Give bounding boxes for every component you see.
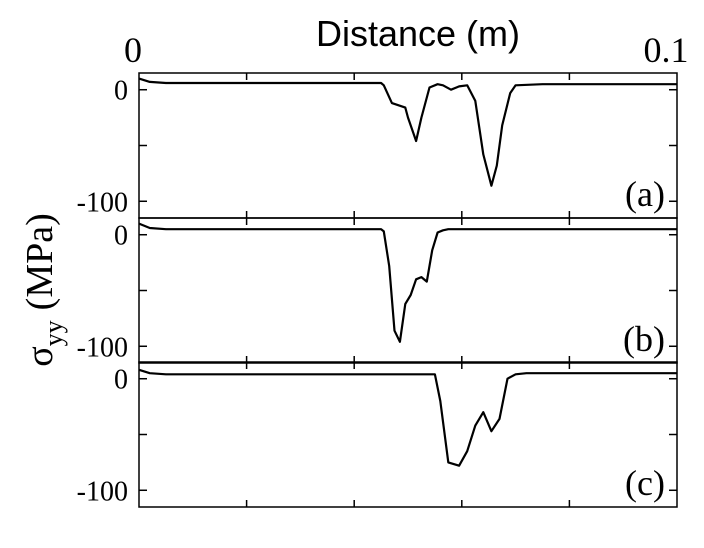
- panel-a-y-ticks: [139, 88, 677, 203]
- panel-c-y-tick-label-minus100: -100: [77, 476, 128, 507]
- y-axis-unit: (MPa): [19, 213, 61, 310]
- y-axis-symbol: σ: [19, 346, 61, 366]
- panel-c-frame: [138, 361, 678, 508]
- x-axis-title: Distance (m): [316, 13, 520, 54]
- panel-a-y-tick-label-0: 0: [114, 76, 128, 107]
- svg-text:σyy(MPa): σyy (MPa): [19, 213, 68, 367]
- panel-b-label: (b): [623, 319, 665, 359]
- panel-c-label: (c): [625, 463, 665, 503]
- y-axis-title: σyy (MPa): [19, 213, 68, 367]
- panel-c-y-ticks: [139, 377, 677, 492]
- panel-b-y-tick-label-minus100: -100: [77, 332, 128, 363]
- panel-b-x-ticks: [245, 218, 571, 363]
- x-tick-label-end: 0.1: [644, 30, 689, 70]
- panel-b-y-tick-label-0: 0: [114, 221, 128, 252]
- panel-b: 0 -100 (b): [77, 217, 678, 364]
- panel-a: 0 -100 (a): [77, 72, 678, 219]
- panel-a-x-ticks: [245, 73, 571, 218]
- panel-c-x-ticks: [245, 362, 571, 507]
- panel-a-series-line: [138, 77, 677, 187]
- panel-a-label: (a): [625, 174, 665, 214]
- x-tick-label-start: 0: [124, 30, 142, 70]
- panel-b-y-ticks: [139, 233, 677, 348]
- panel-a-frame: [138, 72, 678, 219]
- y-axis-subscript: yy: [39, 320, 68, 346]
- panel-c: 0 -100 (c): [77, 361, 678, 508]
- panel-c-series-line: [138, 368, 677, 467]
- panel-b-series-line: [138, 222, 677, 343]
- panel-c-y-tick-label-0: 0: [114, 365, 128, 396]
- panel-b-frame: [138, 217, 678, 364]
- panel-a-y-tick-label-minus100: -100: [77, 187, 128, 218]
